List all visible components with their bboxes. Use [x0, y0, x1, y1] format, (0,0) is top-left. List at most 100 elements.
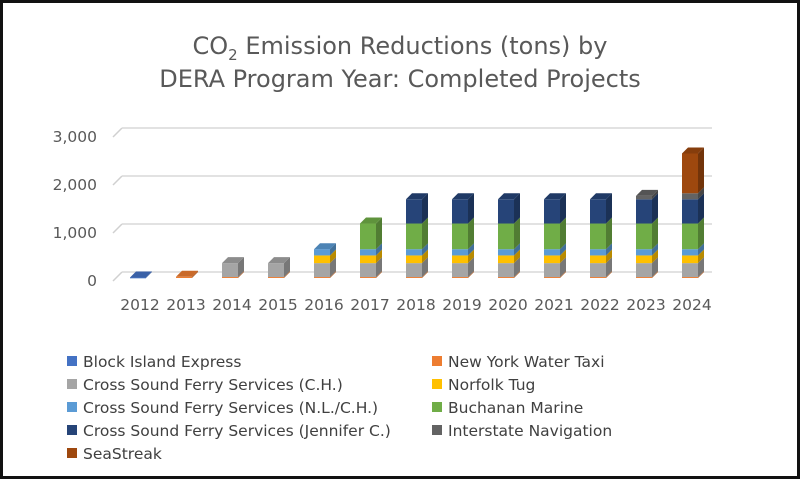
bar-top [636, 189, 658, 196]
bar-side [698, 257, 704, 278]
bar-side [422, 257, 428, 278]
chart-title-line-2: DERA Program Year: Completed Projects [159, 65, 641, 93]
legend-label: Interstate Navigation [448, 422, 612, 440]
bar-front [590, 223, 606, 250]
bar-top [176, 270, 198, 277]
bar-front [636, 223, 652, 250]
legend-marker [432, 425, 442, 435]
bar-segment [498, 257, 520, 278]
x-tick-label: 2016 [304, 296, 343, 314]
bar-segment [544, 243, 566, 256]
bar-front [498, 199, 514, 224]
bar-front [314, 249, 330, 256]
bar-top [498, 193, 520, 200]
bar-front [452, 255, 468, 264]
gridline-depth [112, 127, 123, 138]
bar-side [330, 257, 336, 278]
bar-segment [682, 271, 704, 278]
bar-side [698, 217, 704, 250]
bar-front [268, 277, 284, 278]
bar-segment [360, 271, 382, 278]
bar-side [468, 243, 474, 256]
bar-side [560, 249, 566, 264]
bar-segment [406, 217, 428, 250]
bar-segment [452, 193, 474, 224]
bar-segment [406, 271, 428, 278]
x-tick-label: 2017 [350, 296, 389, 314]
bar-front [406, 277, 422, 278]
bar-side [606, 193, 612, 224]
bar-segment [636, 189, 658, 200]
bar-front [360, 263, 376, 278]
bar-side [698, 271, 704, 278]
bar-side [376, 257, 382, 278]
bar-segment [636, 271, 658, 278]
bar-segment [314, 271, 336, 278]
bar-segment [636, 217, 658, 250]
bar-side [468, 193, 474, 224]
bar-side [514, 193, 520, 224]
bar-side [698, 193, 704, 224]
legend-label: Buchanan Marine [448, 399, 583, 417]
bar-front [452, 223, 468, 250]
bar-front [544, 249, 560, 256]
bar-front [452, 277, 468, 278]
bar-side [560, 217, 566, 250]
bar-side [146, 271, 152, 278]
bar-side [606, 243, 612, 256]
bar-side [606, 217, 612, 250]
bar-side [560, 257, 566, 278]
bar-side [514, 243, 520, 256]
bar-side [606, 249, 612, 264]
bar-front [682, 199, 698, 224]
bar-front [590, 263, 606, 278]
bar-segment [176, 270, 198, 278]
bar-front [176, 276, 192, 278]
bar-segment [452, 243, 474, 256]
bar-side [514, 249, 520, 264]
bar-segment [544, 217, 566, 250]
bar-segment [314, 249, 336, 264]
bar-front [544, 263, 560, 278]
bar-front [360, 277, 376, 278]
bar-side [422, 193, 428, 224]
bar-top [590, 193, 612, 200]
bar-front [682, 277, 698, 278]
bar-side [514, 271, 520, 278]
legend-item: Cross Sound Ferry Services (N.L./C.H.) [67, 399, 378, 417]
bar-front [406, 263, 422, 278]
bar-side [606, 271, 612, 278]
bar-side [606, 257, 612, 278]
bar-front [406, 249, 422, 256]
bar-segment [222, 271, 244, 278]
bar-front [452, 249, 468, 256]
bar-segment [636, 243, 658, 256]
bar-segment [498, 193, 520, 224]
bar-side [560, 193, 566, 224]
bar-front [314, 263, 330, 278]
bar-front [452, 199, 468, 224]
bar-side [422, 249, 428, 264]
legend-marker [432, 402, 442, 412]
legend-label: Norfolk Tug [448, 376, 535, 394]
gridline-depth [112, 175, 123, 186]
legend-label: Block Island Express [83, 353, 241, 371]
legend-label: Cross Sound Ferry Services (Jennifer C.) [83, 422, 391, 440]
bar-top [682, 147, 704, 154]
bar-segment [682, 193, 704, 224]
bar-segment [498, 271, 520, 278]
bar-front [314, 277, 330, 278]
bar-segment [406, 193, 428, 224]
bar-side [422, 243, 428, 256]
chart-title-line-1: CO2 Emission Reductions (tons) by [193, 32, 608, 64]
legend-item: New York Water Taxi [432, 353, 605, 371]
bar-segment [682, 147, 704, 194]
bar-front [682, 193, 698, 200]
bar-front [544, 199, 560, 224]
bar-front [498, 223, 514, 250]
bar-side [652, 217, 658, 250]
bar-segment [360, 217, 382, 250]
bar-front [498, 255, 514, 264]
bar-front [360, 249, 376, 256]
